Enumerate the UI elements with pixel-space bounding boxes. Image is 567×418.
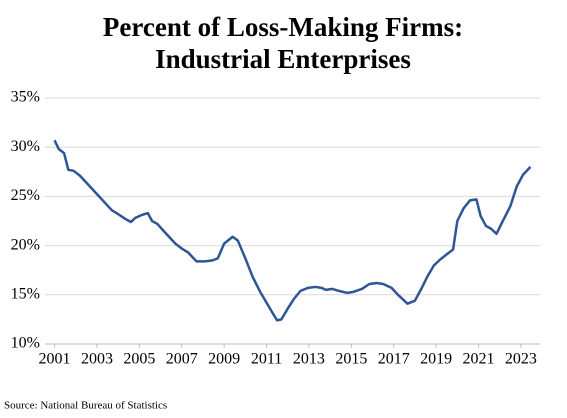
x-tick-label: 2001 <box>39 351 71 368</box>
x-tick-label: 2015 <box>335 351 367 368</box>
x-tick-label: 2009 <box>208 351 240 368</box>
y-tick-label: 20% <box>11 236 40 253</box>
y-tick-label: 25% <box>11 187 40 204</box>
x-tick-label: 2007 <box>166 351 198 368</box>
x-tick-label: 2005 <box>123 351 155 368</box>
y-tick-label: 30% <box>11 138 40 155</box>
chart-title: Percent of Loss-Making Firms: <box>103 12 463 42</box>
chart-title: Industrial Enterprises <box>155 44 411 74</box>
y-tick-label: 35% <box>11 89 40 106</box>
y-tick-label: 15% <box>11 285 40 302</box>
x-tick-label: 2021 <box>463 351 495 368</box>
x-tick-label: 2011 <box>251 351 282 368</box>
x-tick-label: 2023 <box>505 351 537 368</box>
x-tick-label: 2019 <box>420 351 452 368</box>
y-tick-label: 10% <box>11 335 40 352</box>
x-tick-label: 2003 <box>81 351 113 368</box>
source: Source: National Bureau of Statistics <box>4 400 167 412</box>
x-tick-label: 2013 <box>293 351 325 368</box>
data-line <box>53 139 532 322</box>
x-tick-label: 2017 <box>378 351 410 368</box>
